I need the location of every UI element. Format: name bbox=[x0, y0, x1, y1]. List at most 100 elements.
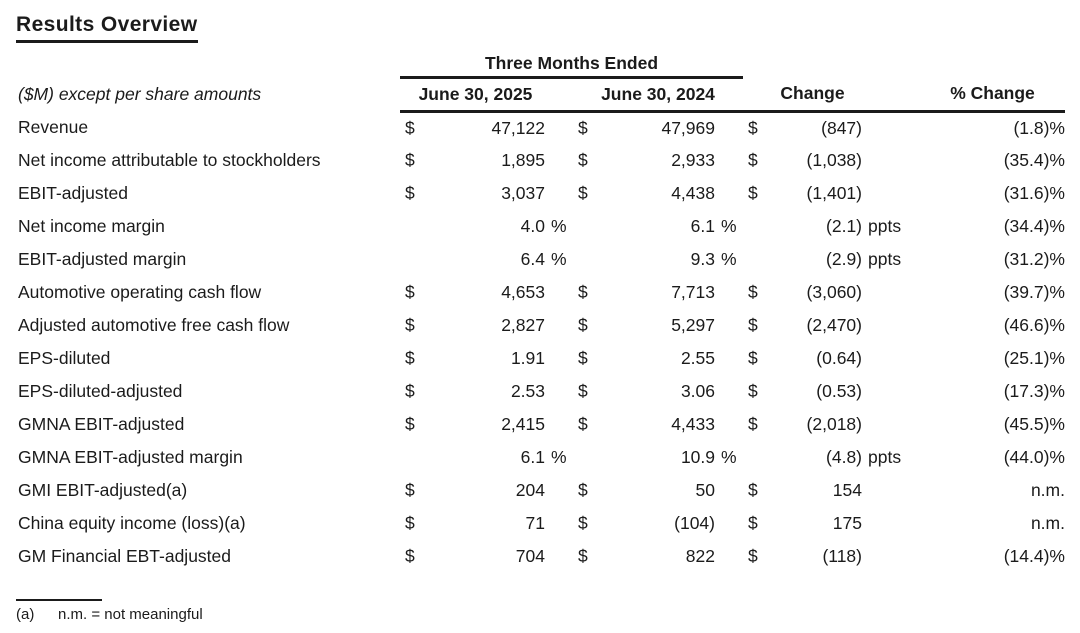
cell-metric-label: EPS-diluted bbox=[18, 348, 111, 368]
cell-suffix-2025 bbox=[545, 111, 573, 144]
cell-value-change: (0.53) bbox=[816, 381, 862, 401]
cell-value-2025: 6.1 bbox=[520, 447, 545, 467]
cell-dollar-2025: $ bbox=[405, 348, 415, 368]
cell-dollar-2024: $ bbox=[578, 546, 588, 566]
table-row: GMI EBIT-adjusted(a) $ 204 $ 50 $ 154 n.… bbox=[15, 474, 1065, 507]
cell-dollar-change: $ bbox=[748, 282, 758, 302]
cell-value-2025: 2,827 bbox=[501, 315, 545, 335]
cell-dollar-2024 bbox=[573, 210, 603, 243]
cell-metric-label: GMNA EBIT-adjusted bbox=[18, 414, 185, 434]
cell-suffix-2024: % bbox=[721, 249, 737, 269]
cell-value-2024: 7,713 bbox=[671, 282, 715, 302]
group-header-spacer-change bbox=[743, 49, 912, 77]
cell-dollar-change: $ bbox=[748, 315, 758, 335]
cell-value-2024: 4,438 bbox=[671, 183, 715, 203]
cell-value-2025: 4.0 bbox=[520, 216, 545, 236]
cell-metric-label: China equity income (loss)(a) bbox=[18, 513, 246, 533]
cell-dollar-2025: $ bbox=[405, 282, 415, 302]
cell-value-2024: 2,933 bbox=[671, 150, 715, 170]
cell-value-2024: 6.1 bbox=[690, 216, 715, 236]
cell-dollar-2025: $ bbox=[405, 117, 415, 138]
cell-value-2025: 47,122 bbox=[491, 117, 545, 138]
cell-suffix-2025 bbox=[545, 276, 573, 309]
cell-metric-label: EBIT-adjusted margin bbox=[18, 249, 187, 269]
footnote-text: n.m. = not meaningful bbox=[58, 606, 203, 623]
cell-suffix-change bbox=[862, 507, 912, 540]
cell-metric-label: Net income attributable to stockholders bbox=[18, 150, 321, 170]
cell-value-2024: 47,969 bbox=[661, 117, 715, 138]
table-row: EBIT-adjusted margin 6.4 % 9.3 % (2.9) p… bbox=[15, 243, 1065, 276]
cell-value-2025: 1,895 bbox=[501, 150, 545, 170]
cell-suffix-change: ppts bbox=[868, 249, 902, 269]
cell-pct-change: (1.8)% bbox=[1013, 117, 1065, 138]
cell-dollar-2024: $ bbox=[578, 513, 588, 533]
group-header-spacer-pct bbox=[912, 49, 1065, 77]
cell-suffix-2025 bbox=[545, 474, 573, 507]
table-row: Adjusted automotive free cash flow $ 2,8… bbox=[15, 309, 1065, 342]
cell-value-2025: 71 bbox=[525, 513, 545, 533]
table-row: Automotive operating cash flow $ 4,653 $… bbox=[15, 276, 1065, 309]
cell-dollar-2025: $ bbox=[405, 150, 415, 170]
cell-value-2024: 9.3 bbox=[690, 249, 715, 269]
cell-dollar-change: $ bbox=[748, 513, 758, 533]
cell-metric-label: Automotive operating cash flow bbox=[18, 282, 262, 302]
cell-dollar-change: $ bbox=[748, 414, 758, 434]
cell-dollar-2025 bbox=[400, 243, 430, 276]
cell-pct-change: (45.5)% bbox=[1003, 414, 1065, 434]
cell-pct-change: n.m. bbox=[1030, 480, 1065, 500]
cell-pct-change: (31.6)% bbox=[1003, 183, 1065, 203]
cell-suffix-change bbox=[862, 276, 912, 309]
cell-value-2024: 822 bbox=[685, 546, 715, 566]
cell-suffix-2024: % bbox=[721, 447, 737, 467]
cell-dollar-2025 bbox=[400, 441, 430, 474]
cell-value-2025: 204 bbox=[515, 480, 545, 500]
cell-dollar-2024: $ bbox=[578, 381, 588, 401]
cell-metric-label: EBIT-adjusted bbox=[18, 183, 128, 203]
cell-pct-change: (31.2)% bbox=[1003, 249, 1065, 269]
cell-suffix-2025 bbox=[545, 408, 573, 441]
table-row: GMNA EBIT-adjusted margin 6.1 % 10.9 % (… bbox=[15, 441, 1065, 474]
cell-value-change: (2.1) bbox=[826, 216, 862, 236]
table-row: Revenue $ 47,122 $ 47,969 $ (847) (1.8)% bbox=[15, 111, 1065, 144]
cell-dollar-2024: $ bbox=[578, 150, 588, 170]
cell-pct-change: (34.4)% bbox=[1003, 216, 1065, 236]
footnote-marker: (a) bbox=[16, 606, 35, 623]
cell-value-2024: 4,433 bbox=[671, 414, 715, 434]
cell-value-2025: 1.91 bbox=[510, 348, 545, 368]
row-label-header: ($M) except per share amounts bbox=[18, 83, 262, 104]
cell-value-change: (118) bbox=[822, 546, 862, 566]
cell-value-change: (2.9) bbox=[826, 249, 862, 269]
cell-suffix-2024 bbox=[715, 111, 743, 144]
table-row: GM Financial EBT-adjusted $ 704 $ 822 $ … bbox=[15, 540, 1065, 573]
cell-suffix-2024 bbox=[715, 342, 743, 375]
cell-suffix-change bbox=[862, 375, 912, 408]
cell-suffix-2024: % bbox=[721, 216, 737, 236]
cell-suffix-2025: % bbox=[551, 249, 567, 269]
cell-metric-label: Adjusted automotive free cash flow bbox=[18, 315, 290, 335]
cell-metric-label: GMI EBIT-adjusted(a) bbox=[18, 480, 188, 500]
table-row: Net income margin 4.0 % 6.1 % (2.1) ppts… bbox=[15, 210, 1065, 243]
results-table: Three Months Ended ($M) except per share… bbox=[15, 49, 1065, 573]
cell-suffix-change bbox=[862, 408, 912, 441]
cell-suffix-2025 bbox=[545, 309, 573, 342]
cell-value-2025: 4,653 bbox=[501, 282, 545, 302]
cell-dollar-change bbox=[743, 243, 773, 276]
cell-value-change: 175 bbox=[832, 513, 862, 533]
cell-value-2024: (104) bbox=[674, 513, 715, 533]
group-header-three-months-ended: Three Months Ended bbox=[400, 49, 743, 79]
cell-suffix-2024 bbox=[715, 144, 743, 177]
table-header: Three Months Ended ($M) except per share… bbox=[15, 49, 1065, 113]
cell-suffix-2024 bbox=[715, 177, 743, 210]
group-header-row: Three Months Ended bbox=[15, 49, 1065, 79]
cell-suffix-2025 bbox=[545, 507, 573, 540]
cell-value-change: (1,038) bbox=[806, 150, 862, 170]
table-row: EPS-diluted $ 1.91 $ 2.55 $ (0.64) (25.1… bbox=[15, 342, 1065, 375]
column-header-row: ($M) except per share amounts June 30, 2… bbox=[15, 77, 1065, 113]
cell-pct-change: (35.4)% bbox=[1003, 150, 1065, 170]
cell-dollar-2025: $ bbox=[405, 414, 415, 434]
cell-dollar-change: $ bbox=[748, 546, 758, 566]
cell-value-change: (0.64) bbox=[816, 348, 862, 368]
col-header-pct-change: % Change bbox=[912, 77, 1065, 113]
cell-metric-label: GM Financial EBT-adjusted bbox=[18, 546, 232, 566]
cell-dollar-2024: $ bbox=[578, 348, 588, 368]
